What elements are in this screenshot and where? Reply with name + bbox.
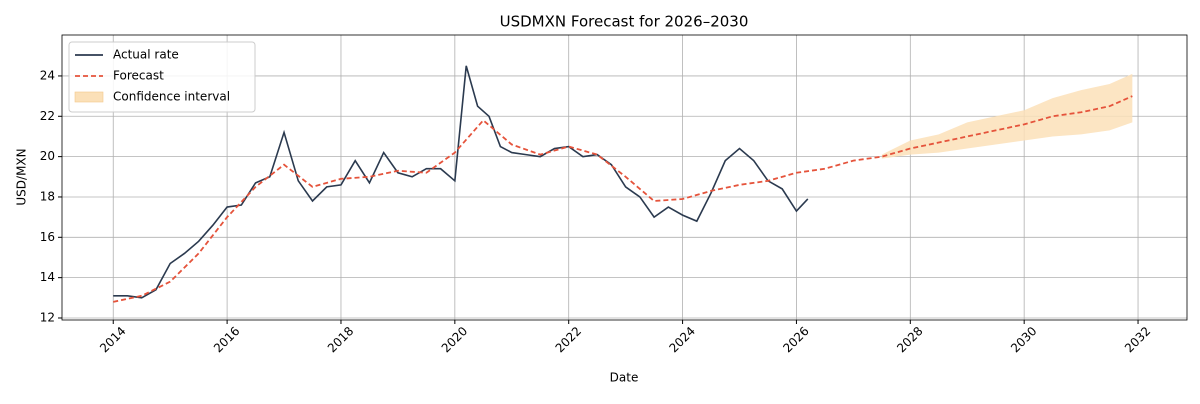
x-tick-label: 2014: [97, 324, 128, 355]
y-tick-label: 12: [40, 310, 55, 324]
x-tick-label: 2022: [553, 324, 584, 355]
x-tick-label: 2028: [894, 324, 925, 355]
series-line: [113, 65, 809, 299]
y-tick-label: 24: [40, 68, 55, 82]
confidence-band: [881, 73, 1133, 159]
y-tick-label: 20: [40, 149, 55, 163]
chart-title: USDMXN Forecast for 2026–2030: [500, 13, 749, 31]
legend-label: Actual rate: [113, 48, 179, 62]
legend-swatch: [74, 91, 104, 103]
plot-frame: [61, 34, 1188, 321]
x-tick-label: 2018: [325, 324, 356, 355]
y-tick-label: 22: [40, 109, 55, 123]
x-tick-label: 2032: [1122, 324, 1153, 355]
legend-label: Forecast: [113, 69, 164, 83]
y-tick-label: 16: [40, 230, 55, 244]
legend-label: Confidence interval: [113, 90, 230, 104]
x-axis-label: Date: [610, 371, 639, 385]
x-tick-label: 2020: [439, 324, 470, 355]
y-axis-label: USD/MXN: [15, 148, 29, 205]
y-tick-label: 14: [40, 270, 55, 284]
series-line: [113, 95, 1133, 303]
legend: Actual rate Forecast Confidence interval: [68, 41, 256, 113]
x-tick-label: 2016: [211, 324, 242, 355]
y-tick-label: 18: [40, 189, 55, 203]
x-tick-label: 2026: [780, 324, 811, 355]
legend-frame: [68, 41, 256, 113]
x-tick-label: 2030: [1008, 324, 1039, 355]
x-tick-label: 2024: [666, 324, 697, 355]
